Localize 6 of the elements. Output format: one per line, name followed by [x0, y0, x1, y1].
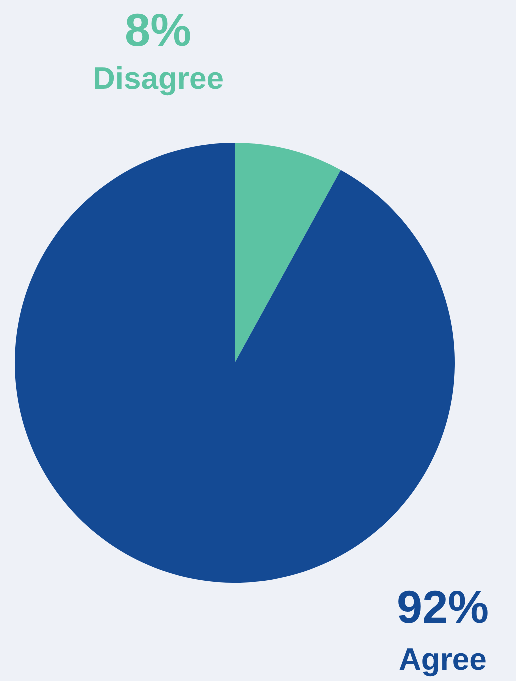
slice-label: Disagree: [93, 61, 224, 96]
pie-slice: [235, 143, 341, 363]
pie-slice: [15, 143, 455, 583]
slice-label: Agree: [399, 642, 487, 677]
data-label: 92%: [397, 581, 490, 633]
data-label: 8%: [125, 4, 192, 56]
